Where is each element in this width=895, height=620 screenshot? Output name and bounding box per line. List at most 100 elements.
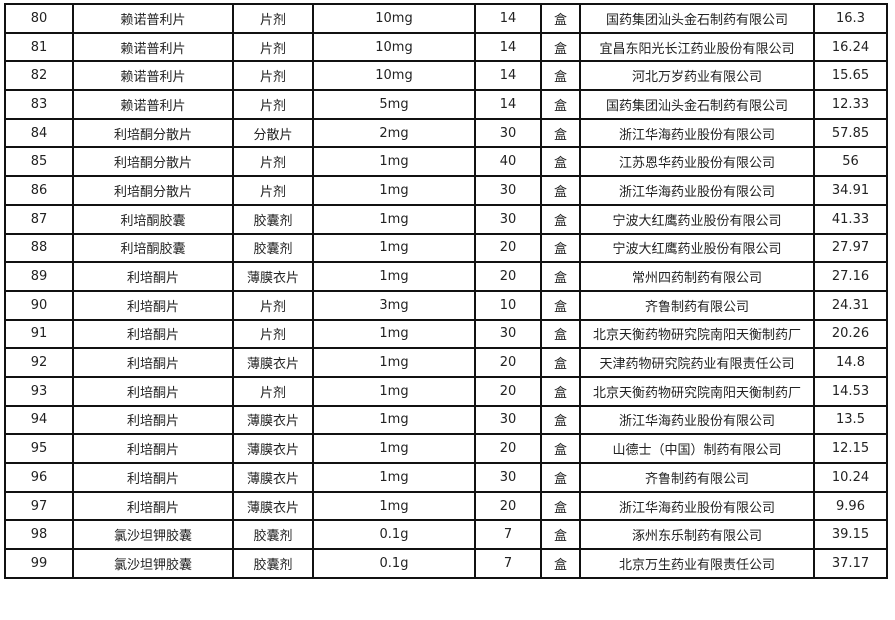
table-row: 85 利培酮分散片 片剂 1mg 40 盒江苏恩华药业股份有限公司 56 <box>4 146 888 178</box>
cell-quantity: 14 <box>474 89 542 120</box>
cell-manufacturer: 北京万生药业有限责任公司 <box>579 548 815 579</box>
cell-row-number: 86 <box>4 175 74 206</box>
cell-quantity: 20 <box>474 490 542 522</box>
cell-drug-name: 赖诺普利片 <box>72 3 234 34</box>
cell-unit: 盒 <box>540 289 581 321</box>
cell-manufacturer: 浙江华海药业股份有限公司 <box>579 117 815 149</box>
cell-drug-name: 氯沙坦钾胶囊 <box>72 548 234 579</box>
cell-manufacturer: 国药集团汕头金石制药有限公司 <box>579 89 815 120</box>
cell-price: 14.8 <box>813 347 888 378</box>
table-row: 89 利培酮片 薄膜衣片 1mg 20 盒常州四药制药有限公司 27.16 <box>4 261 888 292</box>
cell-unit: 盒 <box>540 375 581 407</box>
cell-row-number: 85 <box>4 146 74 178</box>
cell-price: 57.85 <box>813 117 888 149</box>
table-row: 87 利培酮胶囊 胶囊剂 1mg 30 盒宁波大红鹰药业股份有限公司 41.33 <box>4 203 888 235</box>
cell-drug-name: 利培酮分散片 <box>72 146 234 178</box>
cell-row-number: 87 <box>4 203 74 235</box>
cell-unit: 盒 <box>540 404 581 436</box>
cell-price: 12.33 <box>813 89 888 120</box>
cell-manufacturer: 北京天衡药物研究院南阳天衡制药厂 <box>579 318 815 350</box>
cell-specification: 1mg <box>312 146 476 178</box>
cell-drug-name: 利培酮片 <box>72 261 234 292</box>
cell-row-number: 83 <box>4 89 74 120</box>
cell-dosage-form: 薄膜衣片 <box>232 261 314 292</box>
cell-drug-name: 利培酮胶囊 <box>72 232 234 264</box>
table-row: 82 赖诺普利片 片剂 10mg 14 盒河北万岁药业有限公司 15.65 <box>4 60 888 92</box>
cell-dosage-form: 胶囊剂 <box>232 548 314 579</box>
cell-unit: 盒 <box>540 548 581 579</box>
cell-drug-name: 利培酮分散片 <box>72 175 234 206</box>
cell-manufacturer: 河北万岁药业有限公司 <box>579 60 815 92</box>
cell-price: 14.53 <box>813 375 888 407</box>
cell-specification: 10mg <box>312 31 476 63</box>
cell-dosage-form: 片剂 <box>232 175 314 206</box>
cell-manufacturer: 宜昌东阳光长江药业股份有限公司 <box>579 31 815 63</box>
cell-manufacturer: 浙江华海药业股份有限公司 <box>579 175 815 206</box>
cell-dosage-form: 薄膜衣片 <box>232 490 314 522</box>
cell-dosage-form: 片剂 <box>232 375 314 407</box>
cell-drug-name: 利培酮片 <box>72 318 234 350</box>
cell-manufacturer: 江苏恩华药业股份有限公司 <box>579 146 815 178</box>
cell-price: 13.5 <box>813 404 888 436</box>
cell-price: 20.26 <box>813 318 888 350</box>
cell-manufacturer: 宁波大红鹰药业股份有限公司 <box>579 203 815 235</box>
cell-dosage-form: 胶囊剂 <box>232 519 314 551</box>
table-row: 92 利培酮片 薄膜衣片 1mg 20 盒天津药物研究院药业有限责任公司 14.8 <box>4 347 888 378</box>
cell-unit: 盒 <box>540 3 581 34</box>
cell-row-number: 97 <box>4 490 74 522</box>
cell-manufacturer: 北京天衡药物研究院南阳天衡制药厂 <box>579 375 815 407</box>
cell-specification: 1mg <box>312 203 476 235</box>
cell-price: 27.97 <box>813 232 888 264</box>
cell-drug-name: 利培酮片 <box>72 375 234 407</box>
cell-quantity: 20 <box>474 375 542 407</box>
cell-dosage-form: 薄膜衣片 <box>232 347 314 378</box>
table-row: 93 利培酮片 片剂 1mg 20 盒北京天衡药物研究院南阳天衡制药厂 14.53 <box>4 375 888 407</box>
cell-unit: 盒 <box>540 89 581 120</box>
cell-unit: 盒 <box>540 60 581 92</box>
cell-unit: 盒 <box>540 318 581 350</box>
cell-specification: 3mg <box>312 289 476 321</box>
cell-manufacturer: 涿州东乐制药有限公司 <box>579 519 815 551</box>
cell-dosage-form: 片剂 <box>232 318 314 350</box>
table-row: 81 赖诺普利片 片剂 10mg 14 盒宜昌东阳光长江药业股份有限公司 16.24 <box>4 31 888 63</box>
cell-dosage-form: 片剂 <box>232 289 314 321</box>
cell-specification: 0.1g <box>312 519 476 551</box>
cell-unit: 盒 <box>540 175 581 206</box>
cell-row-number: 89 <box>4 261 74 292</box>
cell-specification: 1mg <box>312 261 476 292</box>
cell-price: 24.31 <box>813 289 888 321</box>
cell-quantity: 14 <box>474 31 542 63</box>
cell-price: 16.24 <box>813 31 888 63</box>
cell-price: 39.15 <box>813 519 888 551</box>
cell-unit: 盒 <box>540 232 581 264</box>
cell-dosage-form: 分散片 <box>232 117 314 149</box>
table-row: 90 利培酮片 片剂 3mg 10 盒齐鲁制药有限公司 24.31 <box>4 289 888 321</box>
cell-specification: 1mg <box>312 232 476 264</box>
cell-row-number: 93 <box>4 375 74 407</box>
cell-row-number: 96 <box>4 462 74 493</box>
cell-unit: 盒 <box>540 347 581 378</box>
cell-unit: 盒 <box>540 31 581 63</box>
cell-manufacturer: 天津药物研究院药业有限责任公司 <box>579 347 815 378</box>
cell-quantity: 14 <box>474 60 542 92</box>
cell-unit: 盒 <box>540 117 581 149</box>
cell-specification: 0.1g <box>312 548 476 579</box>
cell-specification: 10mg <box>312 60 476 92</box>
cell-unit: 盒 <box>540 490 581 522</box>
cell-drug-name: 利培酮胶囊 <box>72 203 234 235</box>
cell-row-number: 95 <box>4 433 74 464</box>
cell-row-number: 82 <box>4 60 74 92</box>
cell-quantity: 10 <box>474 289 542 321</box>
cell-row-number: 84 <box>4 117 74 149</box>
cell-row-number: 88 <box>4 232 74 264</box>
table-row: 99 氯沙坦钾胶囊 胶囊剂 0.1g 7 盒北京万生药业有限责任公司 37.17 <box>4 548 888 579</box>
cell-row-number: 94 <box>4 404 74 436</box>
cell-quantity: 30 <box>474 175 542 206</box>
cell-quantity: 30 <box>474 404 542 436</box>
cell-price: 34.91 <box>813 175 888 206</box>
cell-manufacturer: 国药集团汕头金石制药有限公司 <box>579 3 815 34</box>
cell-specification: 1mg <box>312 347 476 378</box>
cell-dosage-form: 片剂 <box>232 60 314 92</box>
cell-row-number: 99 <box>4 548 74 579</box>
cell-row-number: 92 <box>4 347 74 378</box>
